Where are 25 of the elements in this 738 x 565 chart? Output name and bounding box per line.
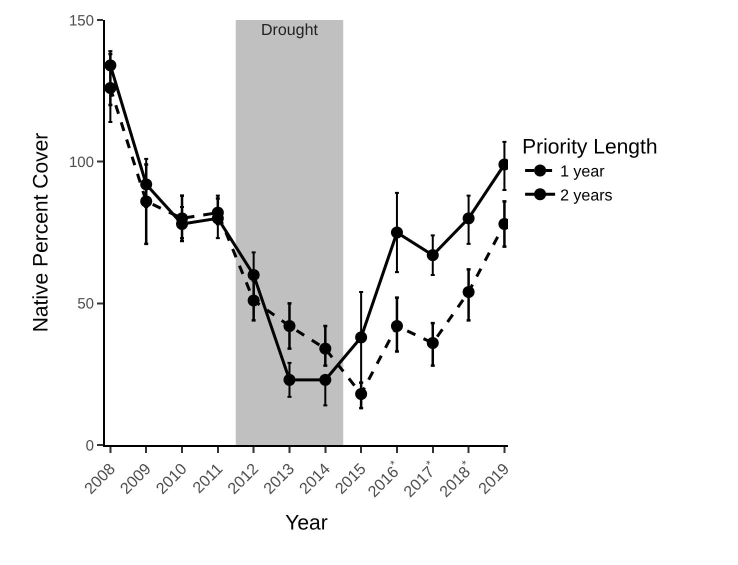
- point: [390, 320, 403, 332]
- x-axis-title: Year: [285, 512, 328, 535]
- point: [248, 269, 260, 281]
- point: [140, 178, 152, 190]
- point: [105, 59, 116, 72]
- point: [355, 388, 368, 400]
- point: [462, 286, 475, 298]
- point: [283, 320, 296, 332]
- y-tick-label: 0: [86, 437, 94, 454]
- point: [390, 226, 403, 238]
- y-axis-title: Native Percent Cover: [30, 132, 53, 332]
- band-label: Drought: [261, 22, 318, 39]
- legend-title: Priority Length: [522, 136, 658, 159]
- legend-label: 2 years: [560, 187, 613, 204]
- point: [355, 331, 368, 344]
- point: [426, 337, 439, 349]
- point: [319, 342, 332, 355]
- y-tick-label: 150: [68, 12, 94, 30]
- y-tick-label: 100: [68, 154, 94, 171]
- point: [319, 374, 332, 386]
- y-tick-label: 50: [77, 296, 94, 313]
- legend-label: 1 year: [560, 164, 606, 181]
- point: [462, 212, 475, 224]
- point: [283, 374, 296, 386]
- point: [426, 249, 439, 262]
